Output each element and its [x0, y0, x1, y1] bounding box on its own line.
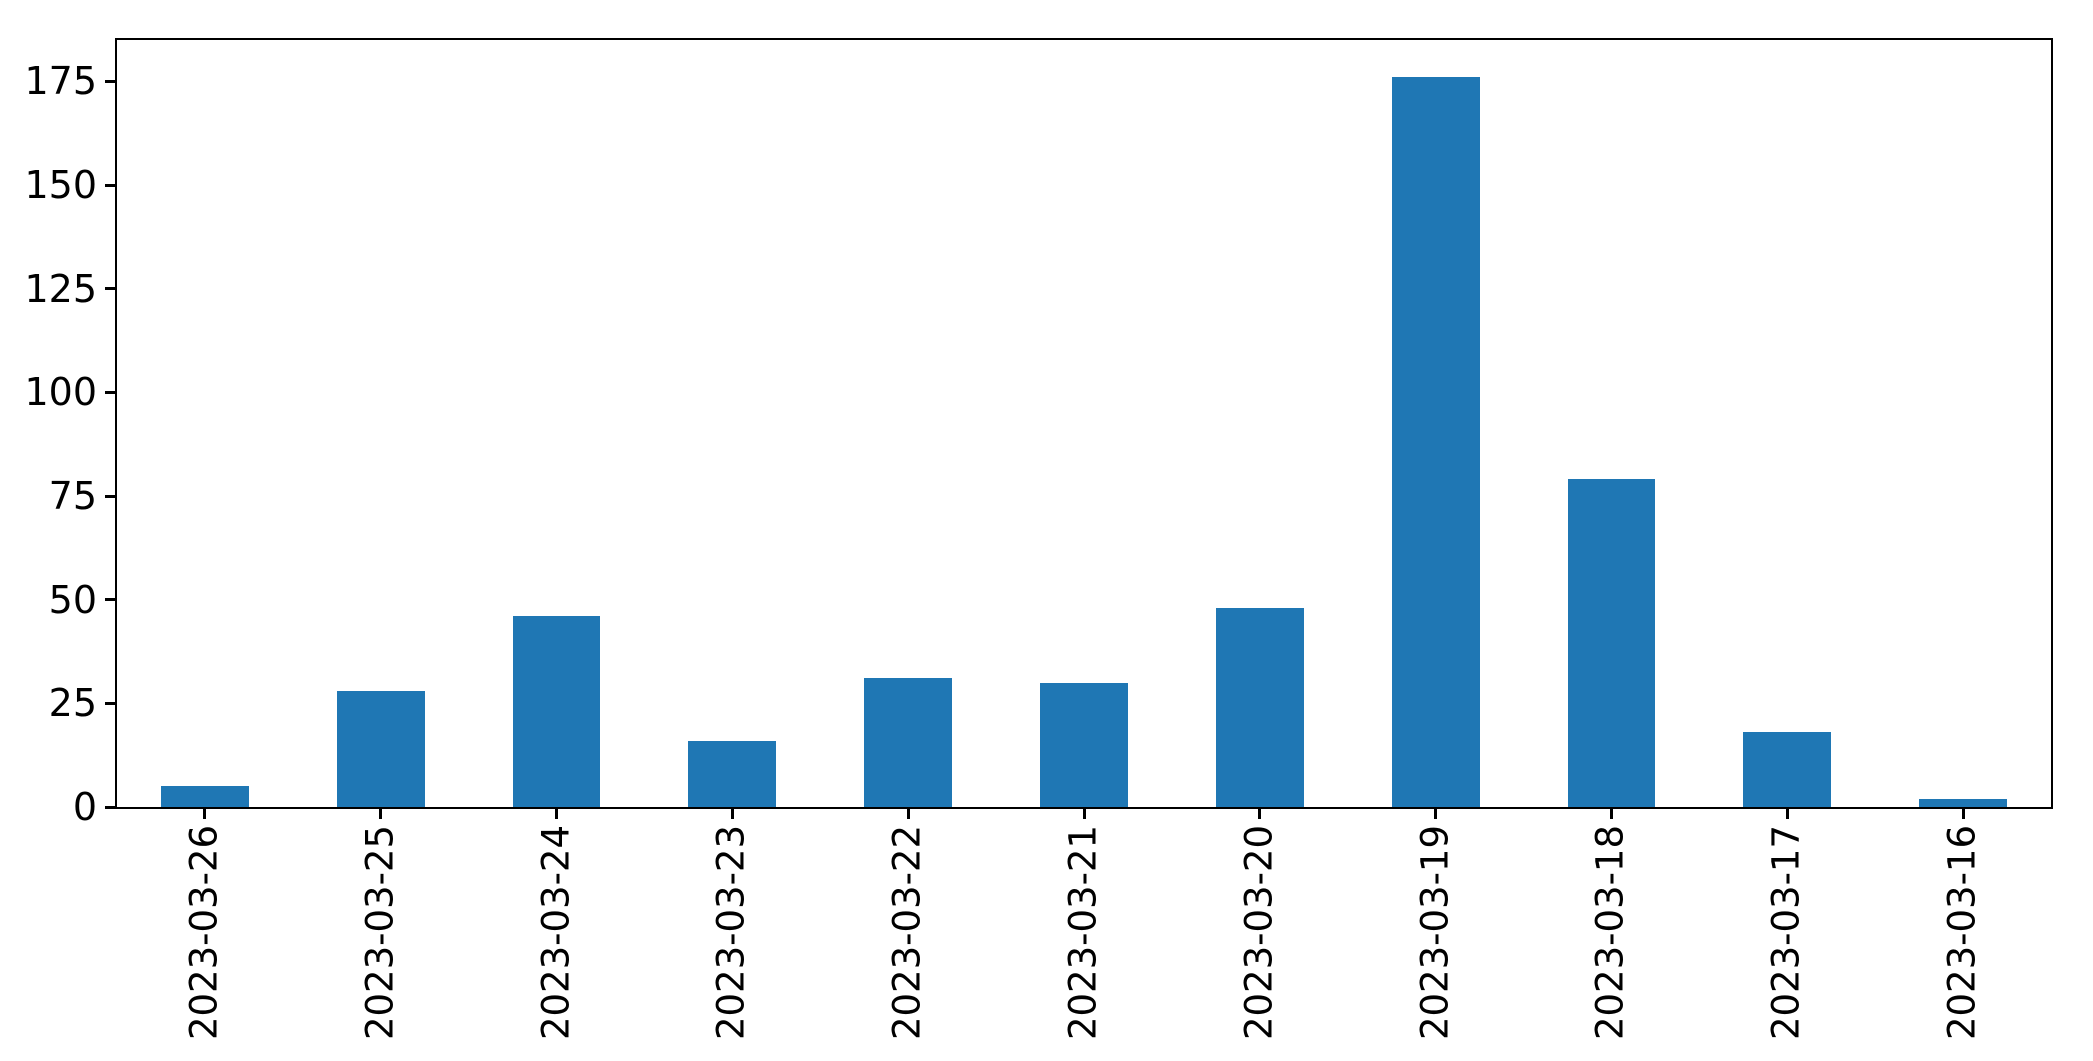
bar-2023-03-22 [864, 678, 953, 807]
y-tick-mark [105, 701, 117, 705]
y-tick-label: 50 [48, 577, 97, 622]
bar-2023-03-17 [1743, 732, 1832, 807]
x-tick-label: 2023-03-22 [885, 825, 929, 1041]
bar-2023-03-25 [336, 690, 425, 807]
x-tick-mark [203, 807, 207, 819]
x-tick-mark [1609, 807, 1613, 819]
bar-2023-03-23 [688, 740, 777, 807]
x-tick-label: 2023-03-19 [1413, 825, 1457, 1041]
x-tick-mark [379, 807, 383, 819]
x-tick-label: 2023-03-26 [182, 825, 226, 1041]
x-tick-label: 2023-03-25 [358, 825, 402, 1041]
y-tick-label: 175 [24, 59, 97, 104]
x-tick-label: 2023-03-23 [710, 825, 754, 1041]
x-tick-label: 2023-03-18 [1589, 825, 1633, 1041]
bar-2023-03-16 [1919, 798, 2008, 807]
bar-2023-03-21 [1040, 682, 1128, 807]
y-tick-label: 125 [24, 266, 97, 311]
plot-area: 0 25 50 75 100 125 150 175 2023-03-26 2023-03-25 2… [24, 38, 2053, 1040]
y-tick-mark [105, 805, 117, 809]
x-tick-mark [1961, 807, 1965, 819]
y-tick-mark [105, 494, 117, 498]
bar-2023-03-26 [160, 786, 249, 807]
x-tick-label: 2023-03-20 [1237, 825, 1281, 1041]
y-tick-label: 75 [48, 474, 97, 519]
x-tick-mark [906, 807, 910, 819]
y-tick-mark [105, 390, 117, 394]
y-tick-mark [105, 79, 117, 83]
x-tick-label: 2023-03-17 [1764, 825, 1808, 1041]
y-tick-mark [105, 598, 117, 602]
y-tick-mark [105, 287, 117, 291]
x-tick-mark [730, 807, 734, 819]
bar-2023-03-18 [1567, 479, 1656, 807]
y-tick-mark [105, 183, 117, 187]
x-tick-label: 2023-03-16 [1940, 825, 1984, 1041]
x-tick-mark [1082, 807, 1086, 819]
bar-2023-03-19 [1391, 77, 1480, 807]
y-tick-label: 100 [24, 370, 97, 415]
x-tick-mark [1785, 807, 1789, 819]
y-tick-label: 150 [24, 163, 97, 208]
bar-2023-03-20 [1215, 608, 1304, 807]
x-tick-mark [1258, 807, 1262, 819]
x-tick-label: 2023-03-21 [1061, 825, 1105, 1041]
x-tick-mark [555, 807, 559, 819]
x-tick-mark [1434, 807, 1438, 819]
y-tick-label: 25 [48, 681, 97, 726]
bar-2023-03-24 [512, 616, 601, 807]
y-tick-label: 0 [72, 785, 97, 829]
x-tick-label: 2023-03-24 [534, 825, 578, 1041]
